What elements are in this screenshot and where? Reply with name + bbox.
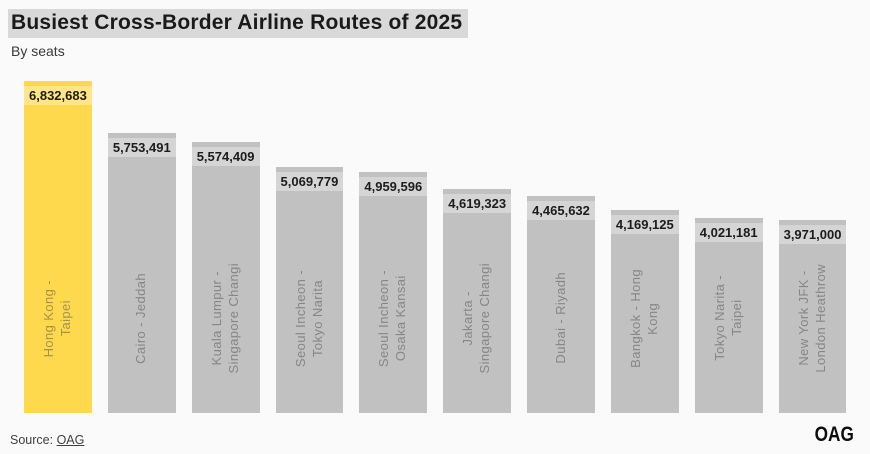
bar-category-label: Kuala Lumpur - Singapore Changi [208,263,241,374]
bar-label-zone: Bangkok - Hong Kong [611,223,679,413]
bar-label-zone: Cairo - Jeddah [108,223,176,413]
bar-value-label: 4,021,181 [694,223,763,243]
bar-category-label: Seoul Incheon - Tokyo Narita [292,269,325,367]
bar-label-zone: Tokyo Narita - Taipei [695,223,763,413]
page-title: Busiest Cross-Border Airline Routes of 2… [8,9,469,39]
bar-hong-kong-taipei: 6,832,683 Hong Kong - Taipei [24,81,92,414]
bar-label-zone: Jakarta - Singapore Changi [443,223,511,413]
bar-value-label: 5,574,409 [191,147,260,167]
bar-tokyo-narita-taipei: 4,021,181 Tokyo Narita - Taipei [694,218,763,414]
bar-label-zone: Kuala Lumpur - Singapore Changi [192,223,260,413]
bar-cairo-jeddah: 5,753,491 Cairo - Jeddah [107,133,176,414]
bar-kuala-lumpur-singapore-changi: 5,574,409 Kuala Lumpur - Singapore Changi [191,142,260,414]
source-prefix: Source: [10,433,57,447]
bar-value-label: 4,169,125 [610,215,679,235]
bar-label-zone: Seoul Incheon - Osaka Kansai [359,223,427,413]
bar-category-label: Dubai - Riyadh [552,272,568,365]
bar-label-zone: New York JFK - London Heathrow [779,223,847,413]
bar-bangkok-hong-kong: 4,169,125 Bangkok - Hong Kong [610,210,679,414]
bar-dubai-riyadh: 4,465,632 Dubai - Riyadh [527,196,595,414]
bar-new-york-jfk-london-heathrow: 3,971,000 New York JFK - London Heathrow [778,220,847,414]
bar-value-label: 4,465,632 [527,201,595,221]
bar-category-label: Tokyo Narita - Taipei [711,275,744,362]
chart-header: Busiest Cross-Border Airline Routes of 2… [0,0,870,59]
bar-value-label: 5,069,779 [275,172,344,192]
bar-category-label: Bangkok - Hong Kong [627,268,660,368]
source-note: Source: OAG [10,433,84,447]
bar-value-label: 6,832,683 [24,86,92,106]
bar-value-label: 5,753,491 [107,138,176,158]
bar-category-label: Cairo - Jeddah [133,272,149,364]
bar-value-label: 4,959,596 [359,177,428,197]
bar-category-label: Seoul Incheon - Osaka Kansai [376,269,409,367]
bar-category-label: New York JFK - London Heathrow [795,263,828,373]
oag-logo: OAG [814,423,854,446]
bar-jakarta-singapore-changi: 4,619,323 Jakarta - Singapore Changi [443,189,512,414]
bar-value-label: 3,971,000 [778,225,847,245]
page-subtitle: By seats [11,43,65,60]
bar-chart: 6,832,683 Hong Kong - Taipei 5,753,491 Cair… [24,81,847,414]
bar-value-label: 4,619,323 [443,194,512,214]
bar-label-zone: Seoul Incheon - Tokyo Narita [276,223,344,413]
bar-seoul-incheon-tokyo-narita: 5,069,779 Seoul Incheon - Tokyo Narita [275,167,344,414]
bar-label-zone: Dubai - Riyadh [527,223,595,413]
bar-category-label: Hong Kong - Taipei [41,279,73,357]
chart-footer: Source: OAG OAG [10,423,854,447]
bar-category-label: Jakarta - Singapore Changi [460,263,493,374]
source-link[interactable]: OAG [56,433,85,447]
bar-label-zone: Hong Kong - Taipei [24,223,92,413]
bar-seoul-incheon-osaka-kansai: 4,959,596 Seoul Incheon - Osaka Kansai [359,172,428,414]
